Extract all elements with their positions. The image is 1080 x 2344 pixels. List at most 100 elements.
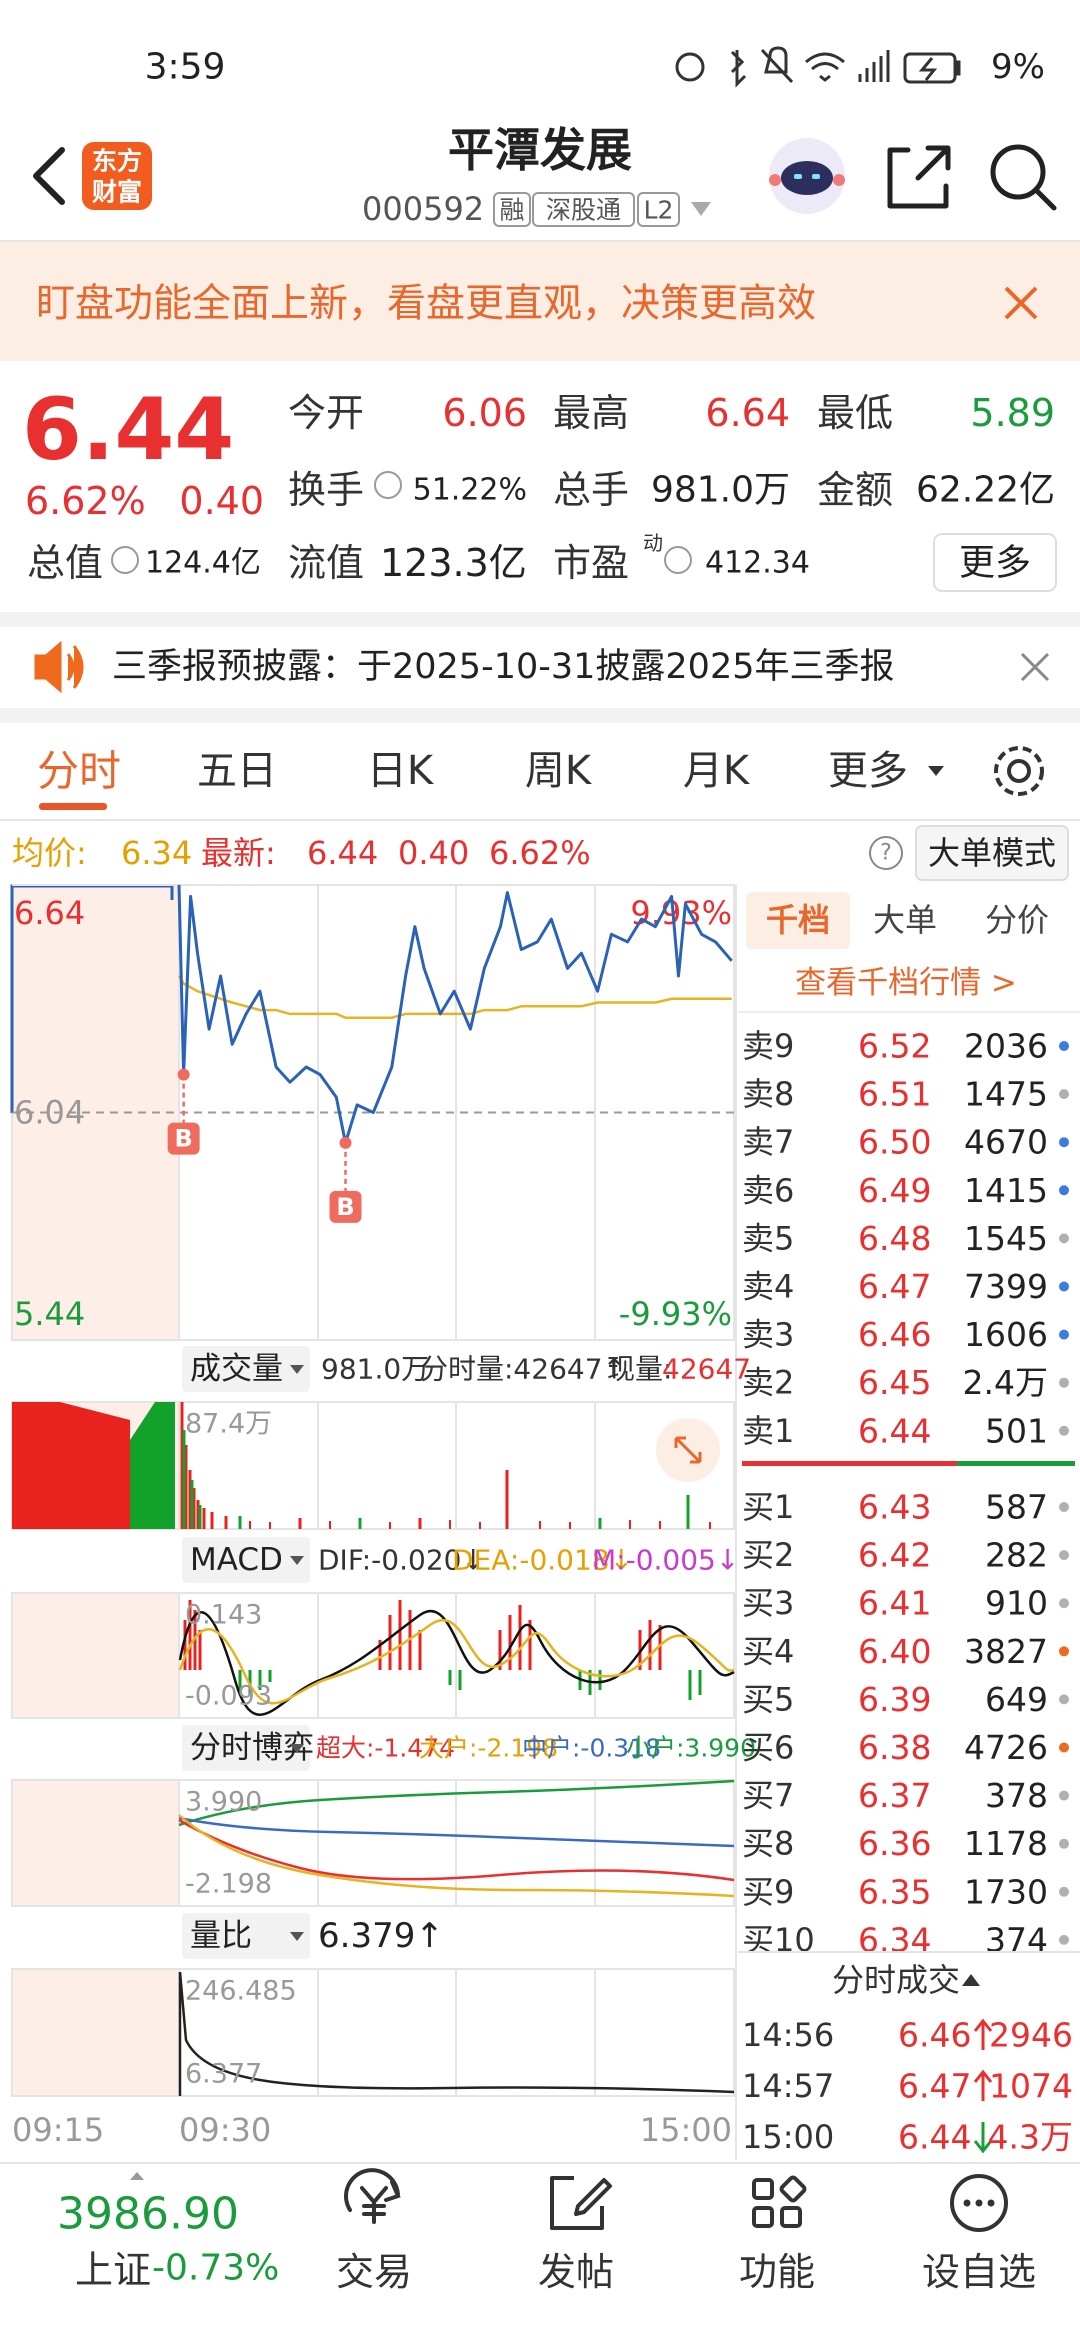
post-icon-part[interactable] [574, 2178, 612, 2216]
tab[interactable]: 周K [525, 748, 593, 794]
field-value: 124.4亿 [145, 546, 261, 581]
dropdown-caret[interactable] [290, 1556, 304, 1565]
index-name[interactable]: 上证 [75, 2248, 151, 2292]
banner-close[interactable] [1004, 286, 1038, 320]
settings-button-part[interactable] [1007, 759, 1031, 783]
notice-text[interactable]: 三季报预披露：于2025-10-31披露2025年三季报 [112, 647, 894, 687]
search-button-part[interactable] [1033, 187, 1057, 211]
assistant-avatar[interactable] [769, 138, 845, 214]
tab[interactable]: 更多 [828, 748, 908, 794]
tab[interactable]: 分时 [37, 747, 121, 796]
book-flag [1059, 1425, 1069, 1436]
trade-direction [973, 2018, 993, 2050]
book-flag [1059, 1934, 1069, 1945]
back-button[interactable] [33, 147, 65, 205]
dropdown-caret[interactable] [290, 1744, 304, 1753]
trades-caret[interactable] [962, 1974, 980, 1986]
indicator-name[interactable]: 成交量 [190, 1351, 283, 1387]
indicator-name[interactable]: 量比 [190, 1918, 252, 1954]
feature-icon-part[interactable] [752, 2178, 774, 2200]
feature-icon[interactable] [752, 2175, 807, 2228]
book-tab[interactable]: 千档 [766, 901, 830, 939]
settings-button-part[interactable] [994, 746, 1044, 796]
premarket-shade [12, 1969, 179, 2096]
indicator-name[interactable]: MACD [190, 1542, 283, 1578]
index-change[interactable]: -0.73% [152, 2248, 279, 2289]
watchlist-icon-part[interactable] [975, 2199, 983, 2207]
notice-close[interactable] [1020, 652, 1050, 682]
active-book-tab[interactable] [746, 892, 850, 949]
logo-text: 财富 [92, 178, 142, 207]
post-icon-part[interactable] [550, 2176, 604, 2230]
nav-item[interactable]: 发帖 [538, 2250, 614, 2294]
indicator-selector[interactable] [182, 1913, 310, 1959]
nav-item[interactable]: 功能 [739, 2250, 815, 2294]
book-volume: 4670 [964, 1123, 1048, 1162]
index-value[interactable]: 3986.90 [57, 2189, 239, 2240]
dropdown-caret[interactable] [290, 1932, 304, 1941]
more-button[interactable]: 更多 [959, 543, 1031, 584]
tab[interactable]: 月K [683, 748, 751, 794]
feature-icon-part[interactable] [752, 2206, 774, 2228]
field-value: 62.22亿 [916, 470, 1055, 511]
assistant-avatar-part[interactable] [833, 174, 845, 186]
indicator-selector[interactable] [182, 1725, 310, 1771]
book-link[interactable]: 查看千档行情 > [795, 965, 1017, 1001]
search-button-part[interactable] [990, 144, 1046, 200]
indicator-selector[interactable] [182, 1346, 310, 1392]
more-button-frame[interactable] [933, 533, 1057, 592]
trade-icon-part[interactable] [344, 2168, 401, 2212]
tab-more-caret[interactable] [928, 766, 944, 776]
trade-marker-label[interactable]: B [336, 1193, 354, 1221]
trade-volume: 4.3万 [988, 2118, 1073, 2157]
feature-icon-part[interactable] [780, 2206, 802, 2228]
watchlist-icon-part[interactable] [950, 2174, 1008, 2232]
trade-marker[interactable] [329, 1190, 362, 1223]
indicator-value: DEA:-0.018↓ [452, 1544, 633, 1577]
assistant-avatar-part[interactable] [794, 174, 802, 179]
info-icon-part[interactable] [664, 546, 692, 574]
post-icon[interactable] [550, 2176, 612, 2230]
assistant-avatar-part[interactable] [769, 174, 781, 186]
mode-button[interactable]: 大单模式 [928, 834, 1056, 872]
settings-button[interactable] [994, 746, 1044, 796]
assistant-avatar-part[interactable] [812, 174, 820, 179]
watchlist-icon-part[interactable] [963, 2199, 971, 2207]
info-icon[interactable] [111, 471, 692, 574]
field-value: 123.3亿 [380, 541, 527, 585]
tab[interactable]: 五日 [197, 748, 277, 794]
index-caret[interactable] [130, 2172, 144, 2180]
book-tab[interactable]: 大单 [873, 901, 937, 939]
help-text[interactable]: ? [880, 841, 892, 866]
indicator-value: 小户:3.990 [626, 1734, 756, 1763]
share-button[interactable] [887, 145, 951, 209]
feature-icon-part[interactable] [779, 2175, 807, 2203]
help-icon[interactable] [869, 836, 903, 870]
trade-marker-label[interactable]: B [174, 1125, 192, 1153]
book-flag [1059, 1886, 1069, 1897]
tab[interactable]: 日K [367, 748, 435, 794]
dropdown-caret[interactable] [290, 1365, 304, 1374]
trade-marker[interactable] [167, 1122, 200, 1155]
info-icon-part[interactable] [374, 471, 402, 499]
watchlist-icon-part[interactable] [987, 2199, 995, 2207]
trade-icon[interactable] [344, 2168, 401, 2224]
trade-icon-part[interactable] [360, 2186, 388, 2224]
nav-item[interactable]: 交易 [336, 2250, 412, 2294]
trade-price: 6.46 [898, 2016, 971, 2055]
book-tab[interactable]: 分价 [985, 901, 1049, 939]
badge-frame [493, 192, 531, 227]
search-button[interactable] [990, 144, 1057, 211]
assistant-avatar-part[interactable] [781, 161, 833, 195]
trades-title[interactable]: 分时成交 [832, 1961, 960, 1999]
book-flag [1059, 1502, 1069, 1512]
info-icon-part[interactable] [111, 546, 139, 574]
trade-time: 14:56 [742, 2016, 834, 2054]
nav-item[interactable]: 设自选 [922, 2250, 1036, 2294]
watchlist-icon[interactable] [950, 2174, 1008, 2232]
scale-label: 6.377 [185, 2059, 262, 2090]
banner-text[interactable]: 盯盘功能全面上新，看盘更直观，决策更高效 [36, 282, 816, 327]
mode-button-frame[interactable] [915, 825, 1069, 881]
expand-caret[interactable] [691, 202, 711, 216]
indicator-selector[interactable] [182, 1537, 310, 1583]
